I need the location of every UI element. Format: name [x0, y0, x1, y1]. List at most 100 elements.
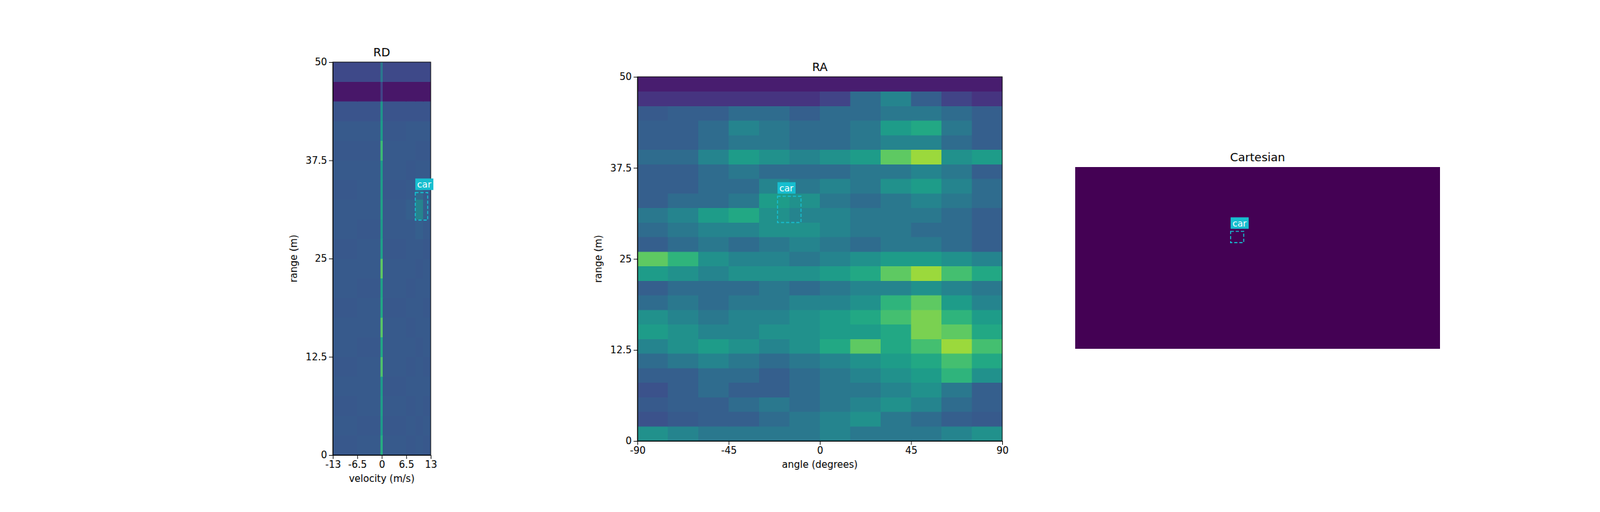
heatmap-cell — [415, 81, 424, 102]
heatmap-cell — [415, 101, 424, 121]
heatmap-cell — [406, 376, 416, 397]
x-tick: 45 — [904, 440, 918, 457]
heatmap-cell — [668, 295, 699, 310]
heatmap-cell — [698, 397, 729, 413]
y-tick-mark — [633, 76, 638, 78]
heatmap-cell — [406, 120, 416, 141]
heatmap-cell — [972, 178, 1003, 194]
heatmap-cell — [406, 199, 416, 220]
heatmap-cell — [941, 426, 973, 441]
heatmap-cell — [357, 140, 381, 161]
heatmap-cell — [941, 193, 973, 208]
heatmap-cell — [668, 91, 699, 107]
y-tick-mark — [328, 62, 333, 63]
heatmap-cell — [380, 62, 384, 82]
heatmap-cell — [698, 164, 729, 180]
heatmap-cell — [941, 149, 973, 165]
heatmap-cell — [911, 164, 943, 180]
heatmap-cell — [759, 368, 790, 383]
heatmap-cell — [415, 199, 424, 220]
heatmap-cell — [668, 426, 699, 441]
heatmap-cell — [698, 236, 729, 252]
heatmap-cell — [850, 149, 882, 165]
heatmap-cell — [380, 258, 384, 279]
heatmap-cell — [850, 208, 882, 223]
heatmap-cell — [759, 280, 790, 296]
heatmap-cell — [911, 382, 943, 398]
heatmap-cell — [819, 368, 851, 383]
heatmap-cell — [637, 120, 669, 136]
heatmap-cell — [819, 411, 851, 427]
annotation-label-bg — [1230, 217, 1249, 230]
heatmap-cell — [423, 357, 431, 377]
y-tick: 0 — [320, 449, 333, 461]
heatmap-cell — [415, 120, 424, 141]
heatmap-cell — [357, 179, 381, 200]
heatmap-cell — [880, 193, 912, 208]
heatmap-cell — [423, 416, 431, 436]
heatmap-cell — [789, 353, 821, 368]
heatmap-cell — [380, 199, 384, 220]
x-tick: 13 — [424, 455, 438, 471]
heatmap-cell — [789, 266, 821, 281]
heatmap-cell — [850, 222, 882, 238]
y-tick-mark — [328, 455, 333, 456]
heatmap-cell — [637, 382, 669, 398]
heatmap-cell — [819, 397, 851, 413]
heatmap-cell — [380, 297, 384, 318]
heatmap-cell — [941, 309, 973, 325]
annotation-label: car — [777, 182, 796, 194]
heatmap-cell — [728, 382, 760, 398]
heatmap-cell — [941, 208, 973, 223]
heatmap-cell — [698, 208, 729, 223]
heatmap-cell — [819, 208, 851, 223]
heatmap-cell — [850, 309, 882, 325]
heatmap-cell — [759, 164, 790, 180]
heatmap-cell — [332, 435, 358, 456]
heatmap-cell — [850, 295, 882, 310]
heatmap-cell — [637, 324, 669, 340]
heatmap-cell — [911, 178, 943, 194]
heatmap-cell — [382, 258, 406, 279]
heatmap-cell — [728, 76, 760, 92]
heatmap-cell — [972, 266, 1003, 281]
frame — [332, 62, 431, 456]
heatmap-cell — [759, 106, 790, 121]
heatmap-cell — [637, 426, 669, 441]
heatmap-cell — [850, 91, 882, 107]
heatmap-cell — [911, 76, 943, 92]
heatmap-cell — [850, 411, 882, 427]
annotation-text: car — [1232, 218, 1247, 229]
heatmap-cell — [406, 160, 416, 181]
heatmap-cell — [880, 178, 912, 194]
heatmap-cell — [972, 193, 1003, 208]
heatmap-cell — [382, 416, 406, 436]
heatmap-cell — [423, 258, 431, 279]
heatmap-cell — [728, 106, 760, 121]
x-tick-label: 6.5 — [398, 458, 415, 471]
heatmap-cell — [759, 309, 790, 325]
heatmap-cell — [911, 120, 943, 136]
heatmap-cell — [941, 353, 973, 368]
heatmap-cell — [759, 426, 790, 441]
heatmap-cell — [911, 309, 943, 325]
heatmap-cell — [972, 222, 1003, 238]
heatmap-cell — [759, 236, 790, 252]
heatmap-cell — [911, 324, 943, 340]
heatmap-cell — [423, 160, 431, 181]
heatmap-cell — [972, 382, 1003, 398]
heatmap-cell — [880, 309, 912, 325]
heatmap-cell — [382, 199, 406, 220]
heatmap-cell — [819, 164, 851, 180]
heatmap-cell — [406, 140, 416, 161]
heatmap-cell — [880, 222, 912, 238]
heatmap-cell — [972, 411, 1003, 427]
heatmap-cell — [972, 236, 1003, 252]
heatmap-cell — [380, 160, 384, 181]
heatmap-cell — [911, 397, 943, 413]
y-tick-label: 37.5 — [610, 162, 632, 175]
heatmap-cell — [382, 120, 406, 141]
heatmap-cell — [880, 339, 912, 354]
heatmap-cell — [941, 324, 973, 340]
heatmap-cell — [941, 266, 973, 281]
